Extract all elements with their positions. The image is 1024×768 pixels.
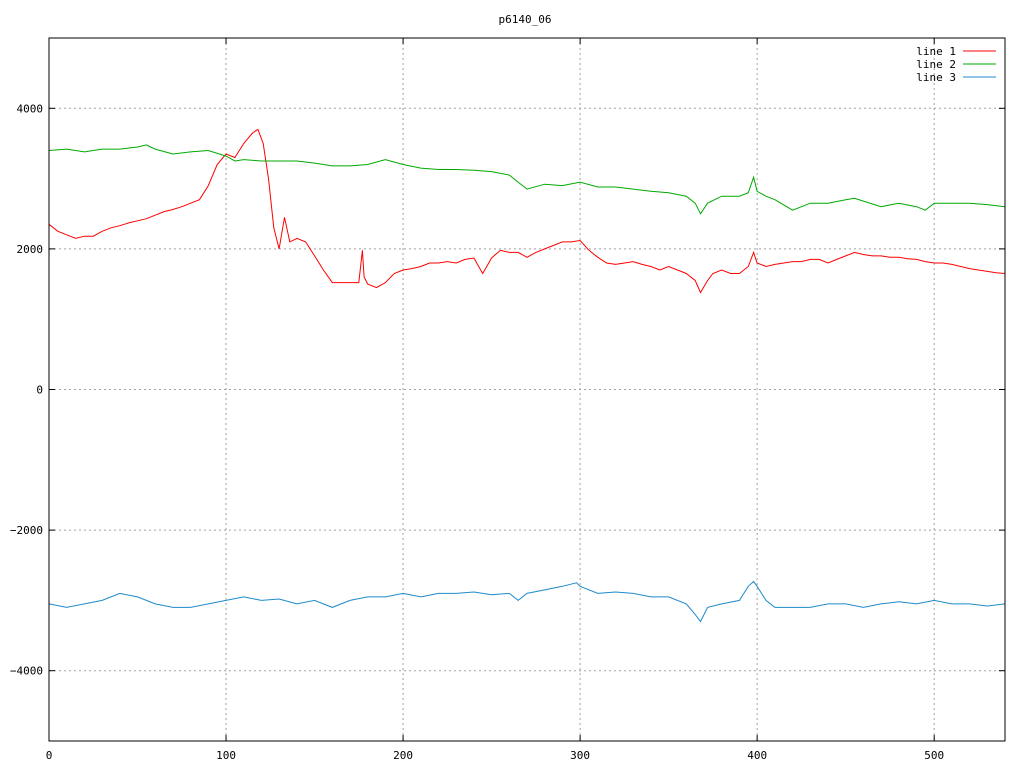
- y-tick-label: 0: [36, 384, 43, 397]
- series-layer: [48, 128, 1006, 623]
- y-tick-label: −2000: [10, 524, 43, 537]
- series-line-1: [48, 128, 1006, 294]
- axis-ticks: 0 100 200 300 400 500 −4000 −2000 0 2000 4000: [10, 38, 1005, 762]
- plot-border: [48, 37, 1006, 742]
- x-tick-label: 400: [747, 749, 767, 762]
- x-tick-label: 200: [393, 749, 413, 762]
- x-tick-label: 0: [46, 749, 53, 762]
- series-line-2: [48, 144, 1006, 215]
- x-tick-label: 500: [924, 749, 944, 762]
- chart-title: p6140_06: [499, 13, 552, 26]
- legend-label-3: line 3: [916, 71, 956, 84]
- x-tick-label: 100: [216, 749, 236, 762]
- legend-label-2: line 2: [916, 58, 956, 71]
- x-tick-label: 300: [570, 749, 590, 762]
- series-line-3: [48, 580, 1006, 623]
- y-tick-label: 4000: [17, 102, 44, 115]
- grid-lines: [49, 38, 1005, 741]
- y-tick-label: −4000: [10, 665, 43, 678]
- legend-label-1: line 1: [916, 45, 956, 58]
- y-tick-label: 2000: [17, 243, 44, 256]
